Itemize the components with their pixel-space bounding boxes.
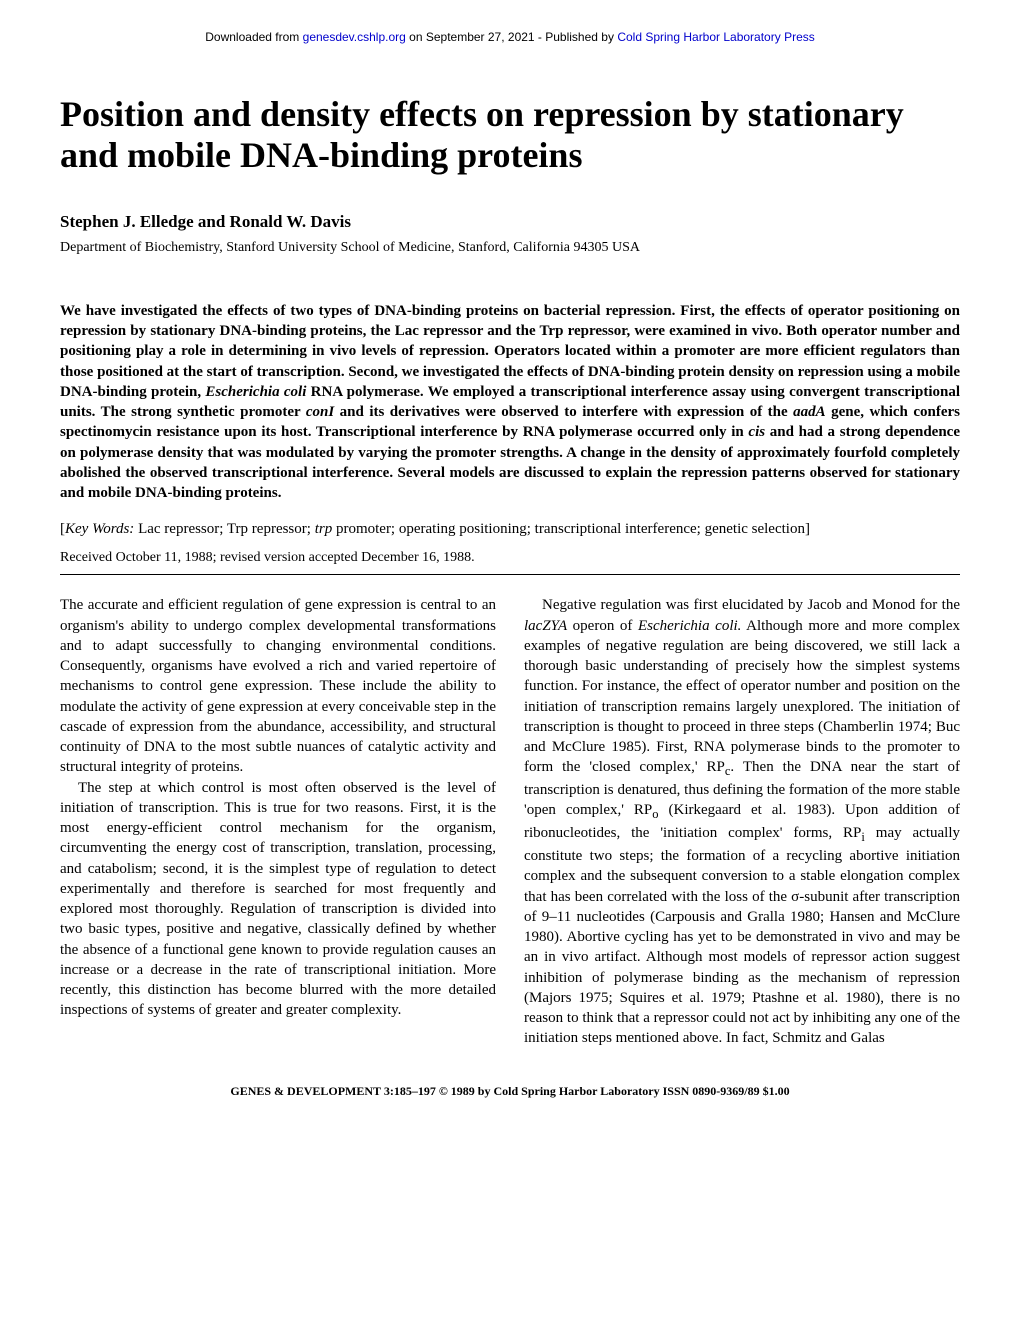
article-affiliation: Department of Biochemistry, Stanford Uni… xyxy=(60,240,960,256)
body-italic: lacZYA xyxy=(524,618,567,634)
section-divider xyxy=(60,574,960,575)
body-text: may actually constitute two steps; the f… xyxy=(524,825,960,1046)
keywords-italic: trp xyxy=(315,521,333,537)
article-body: The accurate and efficient regulation of… xyxy=(60,595,960,1048)
header-prefix: Downloaded from xyxy=(205,30,302,44)
keywords-text: promoter; operating positioning; transcr… xyxy=(332,521,810,537)
article-title: Position and density effects on repressi… xyxy=(60,94,960,177)
abstract-italic: cis xyxy=(748,424,765,440)
body-paragraph: The accurate and efficient regulation of… xyxy=(60,595,496,777)
download-header: Downloaded from genesdev.cshlp.org on Se… xyxy=(60,30,960,44)
keywords-text: Lac repressor; Trp repressor; xyxy=(134,521,314,537)
article-received: Received October 11, 1988; revised versi… xyxy=(60,550,960,566)
header-link-source[interactable]: genesdev.cshlp.org xyxy=(303,30,406,44)
article-keywords: [Key Words: Lac repressor; Trp repressor… xyxy=(60,521,960,538)
body-text: Although more and more complex examples … xyxy=(524,618,960,776)
keywords-label: Key Words: xyxy=(65,521,134,537)
header-link-publisher[interactable]: Cold Spring Harbor Laboratory Press xyxy=(617,30,814,44)
body-text: operon of xyxy=(567,618,638,634)
abstract-italic: Escherichia coli xyxy=(205,384,306,400)
body-italic: Escherichia coli. xyxy=(638,618,741,634)
body-paragraph: The step at which control is most often … xyxy=(60,778,496,1021)
body-paragraph: Negative regulation was first elucidated… xyxy=(524,595,960,1048)
article-authors: Stephen J. Elledge and Ronald W. Davis xyxy=(60,212,960,232)
body-text: Negative regulation was first elucidated… xyxy=(542,597,960,613)
article-footer: GENES & DEVELOPMENT 3:185–197 © 1989 by … xyxy=(60,1084,960,1099)
abstract-italic: conI xyxy=(306,404,334,420)
abstract-text: and its derivatives were observed to int… xyxy=(334,404,793,420)
header-middle: on September 27, 2021 - Published by xyxy=(406,30,617,44)
article-abstract: We have investigated the effects of two … xyxy=(60,301,960,504)
abstract-italic: aadA xyxy=(793,404,826,420)
